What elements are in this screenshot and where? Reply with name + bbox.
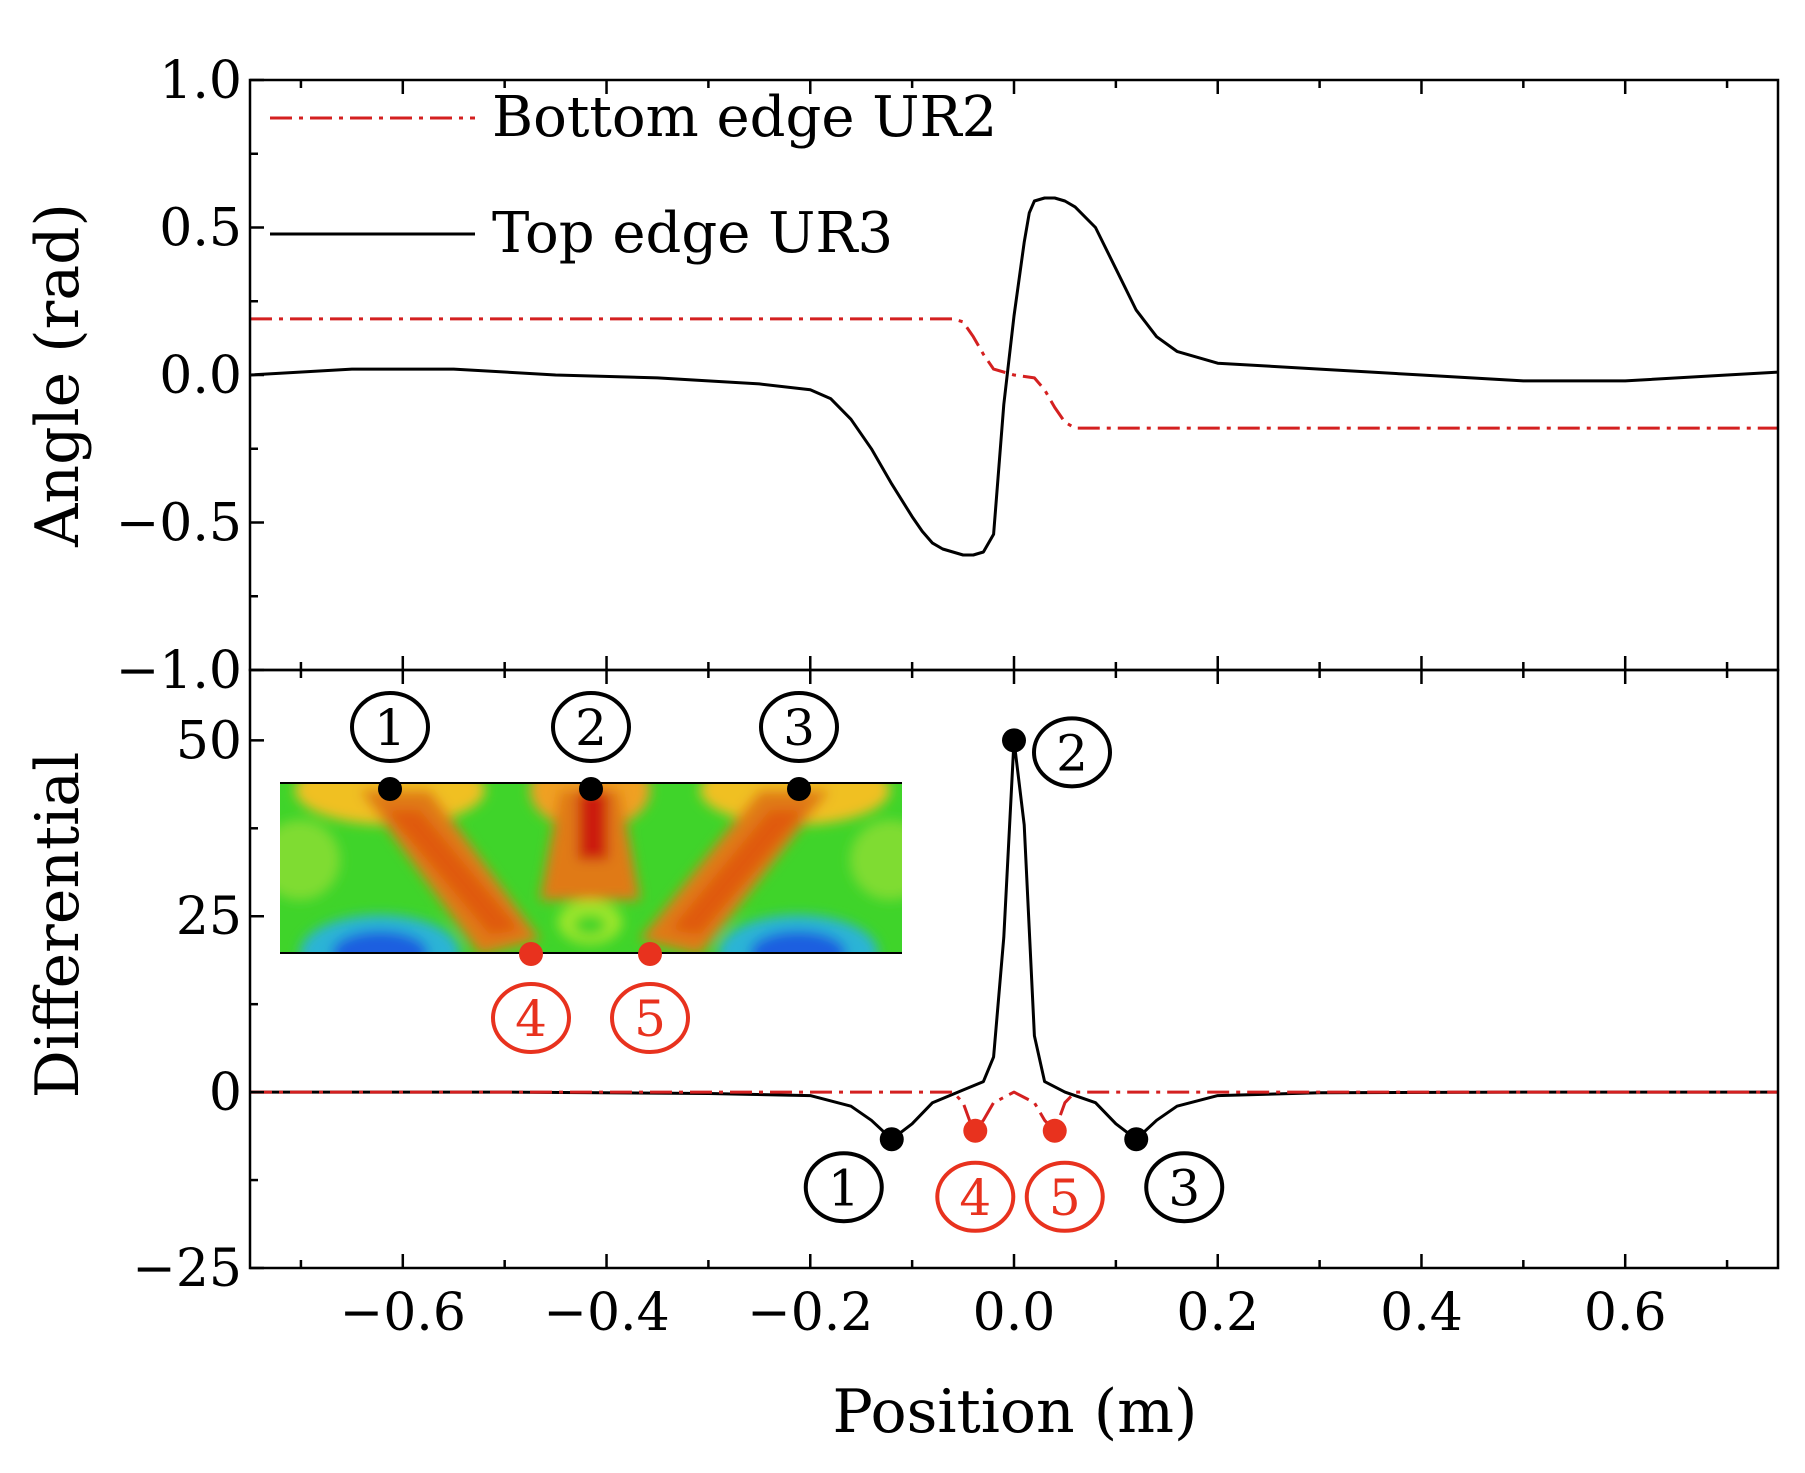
bottom-ytick-label: 25	[176, 887, 242, 947]
svg-text:1: 1	[374, 699, 406, 757]
inset-label-1: 1	[350, 691, 430, 763]
x-tick-label: −0.4	[543, 1283, 669, 1343]
svg-text:5: 5	[634, 990, 666, 1048]
legend-label-bottom-edge-ur2: Bottom edge UR2	[492, 85, 997, 150]
x-tick-label: −0.6	[340, 1283, 466, 1343]
x-tick-label: 0.6	[1584, 1283, 1667, 1343]
marker-label-2: 2	[1056, 724, 1088, 782]
marker-point-1	[879, 1127, 904, 1152]
x-tick-label: 0.2	[1176, 1283, 1259, 1343]
inset-dot-3	[787, 777, 811, 801]
top-ytick-label: −1.0	[116, 641, 242, 701]
inset-label-5: 5	[610, 982, 690, 1054]
x-axis-title: Position (m)	[833, 1377, 1198, 1447]
marker-label-4: 4	[959, 1169, 991, 1227]
top-panel: 1.0 0.5 0.0 −0.5 −1.0 Angle (rad) Bottom edg…	[23, 51, 1780, 701]
legend: Bottom edge UR2 Top edge UR3	[270, 85, 997, 266]
marker-label-3: 3	[1168, 1159, 1200, 1217]
marker-point-5	[1042, 1118, 1067, 1143]
top-series-bottom-edge-ur2	[250, 317, 1778, 430]
top-ytick-label: 0.0	[159, 346, 242, 406]
bottom-plot-frame	[248, 668, 1780, 1270]
marker-ring-1	[803, 1151, 884, 1224]
marker-point-2	[1002, 728, 1026, 753]
inset-label-3: 3	[759, 691, 839, 763]
svg-text:4: 4	[515, 990, 547, 1048]
bottom-ytick-label: −25	[132, 1239, 242, 1299]
top-ticks	[250, 78, 1729, 672]
legend-label-top-edge-ur3: Top edge UR3	[492, 201, 893, 266]
marker-point-3	[1124, 1127, 1149, 1152]
inset-dot-1	[378, 777, 402, 801]
bottom-y-axis-title: Differential	[23, 752, 93, 1099]
top-ytick-label: 0.5	[159, 199, 242, 259]
marker-ring-2	[1032, 716, 1112, 789]
marker-ring-4	[935, 1160, 1016, 1233]
inset-dot-5	[638, 942, 662, 966]
marker-ring-3	[1144, 1151, 1225, 1224]
svg-text:2: 2	[575, 699, 607, 757]
inset-contour: 1 2 3 4 5	[280, 691, 902, 1054]
x-tick-label: 0.0	[973, 1283, 1056, 1343]
inset-label-2: 2	[551, 691, 631, 763]
top-ytick-labels: 1.0 0.5 0.0 −0.5 −1.0	[116, 51, 242, 701]
top-series-group	[249, 196, 1779, 557]
marker-point-4	[963, 1118, 988, 1143]
marker-label-1: 1	[828, 1159, 860, 1217]
bottom-ytick-labels: 50 25 0 −25	[132, 711, 242, 1299]
top-y-axis-title: Angle (rad)	[23, 203, 93, 548]
bottom-xtick-labels: −0.6 −0.4 −0.2 0.0 0.2 0.4 0.6	[340, 1283, 1667, 1343]
bottom-series-bottom-edge-ur2-differential	[250, 1090, 1778, 1133]
marker-label-5: 5	[1049, 1169, 1081, 1227]
inset-dot-4	[519, 942, 543, 966]
inset-dot-2	[579, 777, 603, 801]
bottom-ytick-label: 50	[176, 711, 242, 771]
x-tick-label: 0.4	[1380, 1283, 1463, 1343]
bottom-markers: 1 2 3 4 5	[803, 716, 1225, 1233]
top-series-top-edge-ur3	[249, 196, 1779, 557]
top-ytick-label: 1.0	[159, 51, 242, 111]
svg-text:3: 3	[783, 699, 815, 757]
top-ytick-label: −0.5	[116, 494, 242, 554]
bottom-ytick-label: 0	[209, 1063, 242, 1123]
marker-ring-5	[1024, 1160, 1105, 1233]
x-tick-label: −0.2	[747, 1283, 873, 1343]
inset-label-4: 4	[491, 982, 571, 1054]
